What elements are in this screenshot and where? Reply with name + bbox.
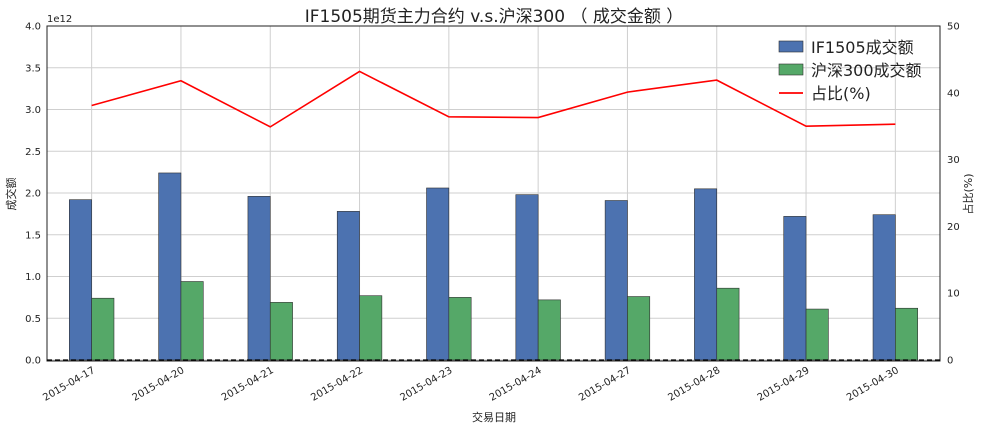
bar-if1505 bbox=[872, 214, 896, 361]
y-tick-label: 3.0 bbox=[25, 105, 41, 116]
bars bbox=[69, 172, 918, 361]
bar-if1505 bbox=[694, 188, 718, 361]
bar-if1505 bbox=[69, 199, 92, 361]
line-layer bbox=[91, 70, 896, 128]
y-tick-label: 0.0 bbox=[25, 356, 41, 367]
x-tick-label: 2015-04-30 bbox=[845, 365, 901, 404]
bar-hs300 bbox=[448, 297, 472, 361]
legend-label: IF1505成交额 bbox=[811, 38, 914, 57]
legend-label: 沪深300成交额 bbox=[811, 61, 922, 80]
bar-hs300 bbox=[895, 307, 918, 361]
bar-hs300 bbox=[180, 281, 204, 361]
x-axis: 2015-04-17 2015-04-20 2015-04-21 2015-04-22… bbox=[41, 365, 901, 404]
y2-tick-label: 20 bbox=[947, 222, 960, 233]
chart-title: IF1505期货主力合约 v.s.沪深300 （ 成交金额 ） bbox=[305, 7, 684, 27]
bar-hs300 bbox=[805, 308, 829, 361]
legend-swatch bbox=[778, 40, 804, 53]
x-tick-label: 2015-04-17 bbox=[41, 365, 97, 404]
y-tick-label: 2.5 bbox=[25, 147, 41, 158]
bar-if1505 bbox=[158, 172, 182, 361]
bar-hs300 bbox=[537, 299, 561, 361]
x-tick-label: 2015-04-21 bbox=[220, 365, 276, 404]
y-tick-label: 1.5 bbox=[25, 230, 41, 241]
y2-tick-label: 40 bbox=[947, 88, 960, 99]
y-axis-title: 成交额 bbox=[4, 178, 18, 211]
y-tick-label: 0.5 bbox=[25, 314, 41, 325]
y2-tick-label: 30 bbox=[947, 155, 960, 166]
bar-hs300 bbox=[269, 302, 293, 361]
x-tick-label: 2015-04-29 bbox=[756, 365, 812, 404]
bar-if1505 bbox=[515, 194, 539, 361]
x-tick-label: 2015-04-27 bbox=[577, 365, 633, 404]
y2-axis-title: 占比(%) bbox=[961, 173, 975, 214]
y-exponent-label: 1e12 bbox=[47, 14, 72, 25]
y2-tick-label: 0 bbox=[947, 356, 953, 367]
bar-if1505 bbox=[336, 211, 360, 361]
plot-frame bbox=[46, 25, 941, 362]
y-tick-label: 4.0 bbox=[25, 22, 41, 33]
bar-if1505 bbox=[783, 216, 807, 361]
x-tick-label: 2015-04-28 bbox=[666, 365, 722, 404]
y-axis-right: 0 10 20 30 40 50 bbox=[947, 22, 960, 367]
bar-if1505 bbox=[247, 196, 271, 361]
x-tick-label: 2015-04-23 bbox=[399, 365, 455, 404]
bar-hs300 bbox=[716, 287, 740, 361]
legend-label: 占比(%) bbox=[811, 84, 871, 103]
legend-swatch bbox=[778, 63, 804, 76]
bar-hs300 bbox=[627, 296, 651, 361]
y-axis-left: 0.0 0.5 1.0 1.5 2.0 2.5 3.0 3.5 4.0 bbox=[25, 22, 41, 367]
bar-hs300 bbox=[359, 295, 383, 361]
bar-hs300 bbox=[91, 297, 115, 361]
bar-if1505 bbox=[426, 187, 450, 361]
y2-tick-label: 50 bbox=[947, 22, 960, 33]
y-tick-label: 3.5 bbox=[25, 63, 41, 74]
x-tick-label: 2015-04-24 bbox=[488, 365, 544, 404]
bar-if1505 bbox=[604, 200, 628, 361]
x-axis-title: 交易日期 bbox=[472, 410, 516, 424]
y2-tick-label: 10 bbox=[947, 289, 960, 300]
x-tick-label: 2015-04-22 bbox=[309, 365, 365, 404]
y-tick-label: 2.0 bbox=[25, 189, 41, 200]
y-tick-label: 1.0 bbox=[25, 272, 41, 283]
ratio-line bbox=[91, 70, 896, 128]
x-tick-label: 2015-04-20 bbox=[131, 365, 187, 404]
